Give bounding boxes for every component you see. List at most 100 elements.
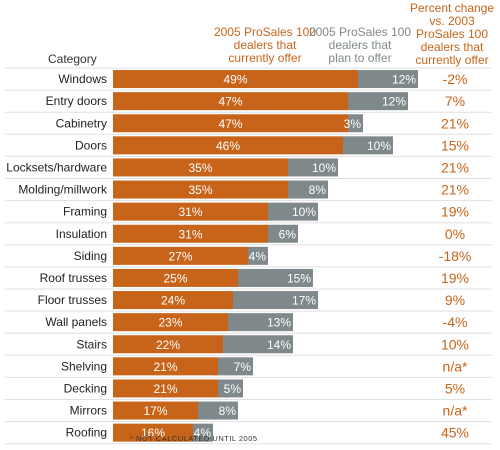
bar-plan-to-offer: [288, 180, 328, 199]
currently-offer-value-label: 35%: [188, 183, 212, 197]
category-label: Siding: [74, 249, 107, 263]
currently-offer-value-label: 31%: [178, 227, 202, 241]
plan-to-offer-header-line: 2005 ProSales 100: [308, 25, 412, 39]
category-label: Wall panels: [45, 315, 107, 329]
percent-change-header-line: vs. 2003: [429, 14, 475, 28]
percent-change-value: n/a*: [443, 403, 468, 419]
percent-change-value: 15%: [441, 137, 469, 153]
bar-currently-offer: [113, 180, 288, 199]
plan-to-offer-header: 2005 ProSales 100 dealers that plan to o…: [300, 26, 420, 65]
percent-change-value: n/a*: [443, 358, 468, 374]
bar-plan-to-offer: [288, 158, 338, 177]
plan-to-offer-value-label: 4%: [194, 426, 212, 440]
category-label: Doors: [75, 138, 107, 152]
plan-to-offer-value-label: 12%: [382, 95, 406, 109]
category-label: Cabinetry: [56, 116, 107, 130]
bar-currently-offer: [113, 357, 218, 376]
percent-change-header: Percent change vs. 2003 ProSales 100 dea…: [402, 2, 500, 67]
percent-change-value: 21%: [441, 115, 469, 131]
currently-offer-value-label: 27%: [168, 249, 192, 263]
bar-plan-to-offer: [218, 357, 253, 376]
plan-to-offer-value-label: 3%: [344, 117, 362, 131]
percent-change-value: 21%: [441, 159, 469, 175]
plan-to-offer-value-label: 10%: [312, 161, 336, 175]
currently-offer-value-label: 46%: [216, 139, 240, 153]
bar-currently-offer: [113, 379, 218, 398]
bar-currently-offer: [113, 92, 348, 111]
footnote: * NOT CALCULATED UNTIL 2005: [130, 434, 258, 443]
percent-change-value: 10%: [441, 336, 469, 352]
percent-change-value: 7%: [445, 93, 465, 109]
bar-currently-offer: [113, 401, 198, 420]
bar-plan-to-offer: [348, 92, 408, 111]
bar-plan-to-offer: [238, 268, 313, 287]
plan-to-offer-value-label: 12%: [392, 73, 416, 87]
bar-currently-offer: [113, 136, 343, 155]
currently-offer-value-label: 47%: [218, 117, 242, 131]
category-label: Mirrors: [70, 404, 107, 418]
bar-plan-to-offer: [198, 401, 238, 420]
currently-offer-value-label: 22%: [156, 338, 180, 352]
bar-currently-offer: [113, 313, 228, 332]
category-label: Shelving: [61, 359, 107, 373]
currently-offer-value-label: 49%: [223, 73, 247, 87]
category-label: Stairs: [76, 337, 107, 351]
bar-plan-to-offer: [248, 246, 268, 265]
category-label: Floor trusses: [38, 293, 107, 307]
bar-currently-offer: [113, 423, 193, 442]
bar-plan-to-offer: [193, 423, 213, 442]
category-label: Framing: [63, 205, 107, 219]
bar-plan-to-offer: [268, 224, 298, 243]
bar-currently-offer: [113, 70, 358, 89]
category-label: Entry doors: [46, 94, 107, 108]
bar-currently-offer: [113, 246, 248, 265]
bar-currently-offer: [113, 291, 233, 310]
category-column-header: Category: [48, 52, 97, 66]
plan-to-offer-value-label: 17%: [292, 294, 316, 308]
category-label: Insulation: [56, 227, 107, 241]
bar-plan-to-offer: [268, 202, 318, 221]
percent-change-header-line: currently offer: [415, 53, 489, 67]
category-label: Decking: [64, 381, 107, 395]
category-label: Roofing: [66, 426, 107, 440]
bar-currently-offer: [113, 268, 238, 287]
bar-plan-to-offer: [233, 291, 318, 310]
currently-offer-value-label: 24%: [161, 294, 185, 308]
percent-change-value: 19%: [441, 270, 469, 286]
percent-change-value: -4%: [443, 314, 468, 330]
bar-currently-offer: [113, 158, 288, 177]
category-label: Locksets/hardware: [6, 160, 107, 174]
currently-offer-header-line: currently offer: [228, 51, 302, 65]
plan-to-offer-value-label: 13%: [267, 316, 291, 330]
plan-to-offer-value-label: 7%: [234, 360, 252, 374]
bar-plan-to-offer: [348, 114, 363, 133]
currently-offer-value-label: 23%: [158, 316, 182, 330]
currently-offer-header-line: dealers that: [233, 38, 297, 52]
percent-change-header-line: ProSales 100: [415, 27, 489, 41]
currently-offer-value-label: 21%: [153, 382, 177, 396]
percent-change-value: 9%: [445, 292, 465, 308]
percent-change-value: -18%: [439, 248, 472, 264]
bar-plan-to-offer: [218, 379, 243, 398]
bar-currently-offer: [113, 202, 268, 221]
currently-offer-value-label: 31%: [178, 205, 202, 219]
currently-offer-value-label: 16%: [141, 426, 165, 440]
bar-plan-to-offer: [223, 335, 293, 354]
percent-change-value: 45%: [441, 425, 469, 441]
percent-change-value: 21%: [441, 182, 469, 198]
currently-offer-value-label: 25%: [163, 271, 187, 285]
currently-offer-value-label: 35%: [188, 161, 212, 175]
percent-change-header-line: dealers that: [420, 40, 484, 54]
bar-plan-to-offer: [228, 313, 293, 332]
plan-to-offer-value-label: 15%: [287, 271, 311, 285]
plan-to-offer-value-label: 4%: [249, 249, 267, 263]
percent-change-value: -2%: [443, 71, 468, 87]
plan-to-offer-value-label: 10%: [292, 205, 316, 219]
category-label: Molding/millwork: [18, 183, 108, 197]
percent-change-value: 0%: [445, 226, 465, 242]
currently-offer-header-line: 2005 ProSales 100: [213, 25, 317, 39]
plan-to-offer-value-label: 6%: [279, 227, 297, 241]
currently-offer-value-label: 21%: [153, 360, 177, 374]
plan-to-offer-value-label: 5%: [224, 382, 242, 396]
